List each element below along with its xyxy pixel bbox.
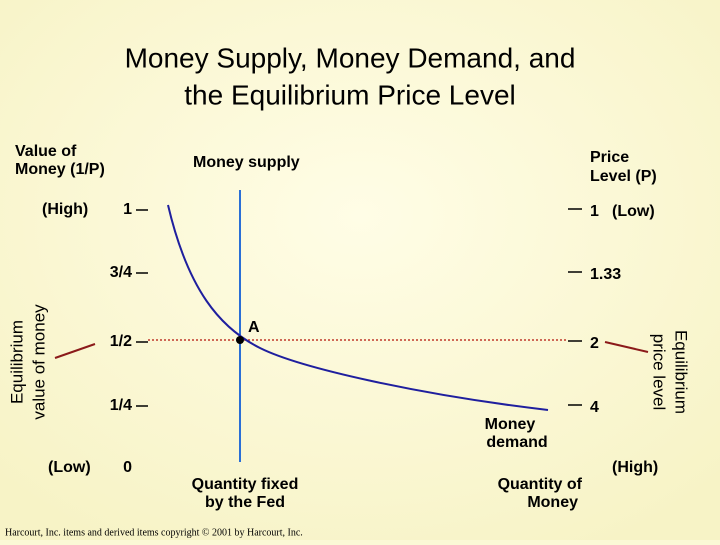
tick-label: 2 <box>590 335 599 352</box>
tick-label: 0 <box>123 459 132 476</box>
side-label: Equilibrium <box>672 330 691 414</box>
title: Money Supply, Money Demand, and <box>125 42 576 73</box>
tick-label: 3/4 <box>110 264 132 281</box>
demand-label: demand <box>486 434 547 451</box>
copyright: Harcourt, Inc. items and derived items c… <box>5 527 303 538</box>
fixed-label: Quantity fixed <box>192 476 299 493</box>
supply-label: Money supply <box>193 154 300 171</box>
pointer <box>54 343 96 359</box>
title: the Equilibrium Price Level <box>184 79 516 110</box>
demand-label: Money <box>485 416 536 433</box>
tick-label: 1.33 <box>590 266 621 283</box>
low-label: (Low) <box>48 459 91 476</box>
side-label: value of money <box>29 304 48 420</box>
axis-title: Price <box>590 149 629 166</box>
axis-title: Value of <box>15 143 77 160</box>
side-label: Equilibrium <box>7 320 26 404</box>
tick-label: 1/4 <box>110 397 132 414</box>
high-label: (High) <box>612 459 658 476</box>
fixed-label: by the Fed <box>205 494 285 511</box>
quantity-label: Quantity of <box>498 476 583 493</box>
axis-title: Level (P) <box>590 168 657 185</box>
demand-curve <box>167 204 549 411</box>
side-label: price level <box>650 334 669 411</box>
point-label: A <box>248 319 260 336</box>
axis-title: Money (1/P) <box>15 161 105 178</box>
low-label: (Low) <box>612 203 655 220</box>
tick-label: 1 <box>123 201 132 218</box>
tick-label: 1/2 <box>110 333 132 350</box>
tick-label: 4 <box>590 399 599 416</box>
quantity-label: Money <box>527 494 578 511</box>
equilibrium-point <box>236 336 244 344</box>
tick-label: 1 <box>590 203 599 220</box>
pointer <box>604 341 649 353</box>
high-label: (High) <box>42 201 88 218</box>
